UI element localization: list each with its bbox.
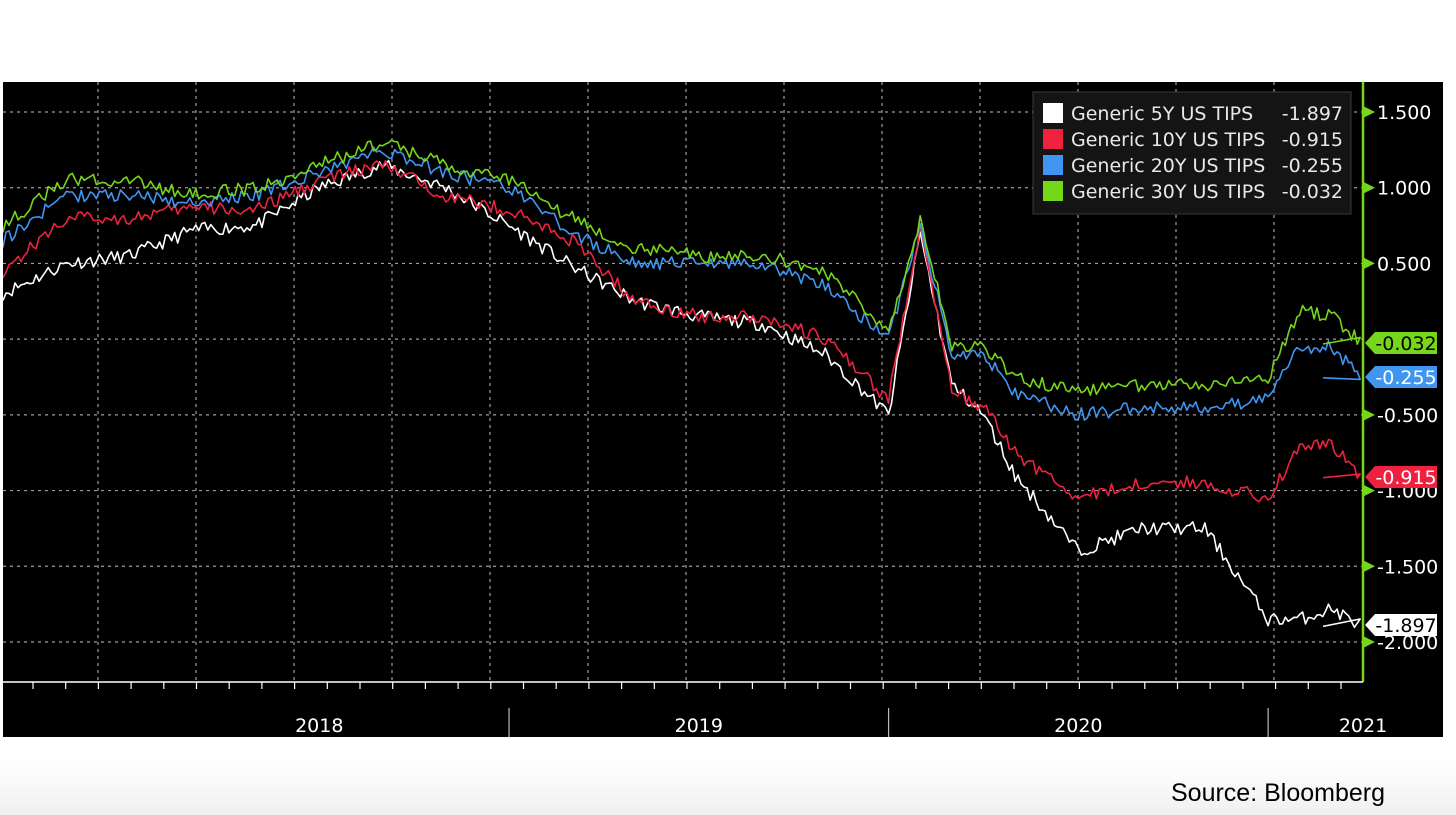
legend-label-2: Generic 10Y US TIPS — [1071, 129, 1265, 151]
y-tick-marker — [1363, 257, 1375, 270]
last-value-badges: -1.897 -0.915 -0.255 -0.032 — [1365, 332, 1437, 637]
y-tick-marker — [1363, 636, 1375, 648]
legend-value-1: -1.897 — [1282, 103, 1343, 125]
y-tick-label: 1.500 — [1377, 102, 1431, 124]
legend-label-4: Generic 30Y US TIPS — [1071, 181, 1265, 203]
chart-panel: 1.500 1.000 0.500 -0.500 -1.000 -1.500 -2.000 … — [3, 82, 1443, 737]
x-tick-label: 2020 — [1054, 715, 1102, 737]
series-line-1 — [3, 159, 1361, 629]
legend-value-2: -0.915 — [1282, 129, 1343, 151]
legend-value-3: -0.255 — [1282, 155, 1343, 177]
y-tick-marker — [1363, 484, 1375, 497]
last-value-label-1: -1.897 — [1375, 615, 1436, 637]
x-axis: 2018 2019 2020 2021 — [3, 681, 1387, 737]
legend-swatch-1 — [1043, 103, 1063, 123]
y-tick-label: -0.500 — [1377, 405, 1438, 427]
x-tick-label: 2021 — [1339, 715, 1387, 737]
last-value-label-3: -0.255 — [1375, 367, 1436, 389]
last-value-badge-1 — [1365, 614, 1437, 636]
source-note: Source: Bloomberg — [1171, 779, 1386, 807]
legend-label-1: Generic 5Y US TIPS — [1071, 103, 1253, 125]
legend-label-3: Generic 20Y US TIPS — [1071, 155, 1265, 177]
last-value-badge-2 — [1365, 466, 1437, 488]
y-tick-marker — [1363, 106, 1375, 118]
y-tick-label: 0.500 — [1377, 253, 1431, 275]
legend-swatch-2 — [1043, 129, 1063, 149]
legend: Generic 5Y US TIPS -1.897 Generic 10Y US T… — [1032, 91, 1352, 215]
legend-swatch-3 — [1043, 155, 1063, 175]
legend-value-4: -0.032 — [1282, 181, 1343, 203]
series-line-4 — [3, 139, 1361, 396]
legend-swatch-4 — [1043, 181, 1063, 201]
y-tick-label: -2.000 — [1377, 632, 1438, 654]
y-tick-marker — [1363, 181, 1375, 194]
page-footer-background — [0, 760, 1456, 815]
x-tick-label: 2019 — [675, 715, 723, 737]
y-tick-label: 1.000 — [1377, 178, 1431, 200]
y-tick-marker — [1363, 560, 1375, 573]
legend-box — [1032, 91, 1352, 215]
last-value-badge-4 — [1365, 332, 1437, 354]
tips-yield-chart: 1.5001.0000.500-0.500-1.000-1.500-2.000 … — [3, 82, 1438, 737]
last-value-label-4: -0.032 — [1375, 333, 1436, 355]
y-tick-label: -1.500 — [1377, 556, 1438, 578]
series-lines — [3, 139, 1361, 629]
x-tick-label: 2018 — [295, 715, 343, 737]
series-line-2 — [3, 160, 1361, 503]
y-tick-marker — [1363, 408, 1375, 421]
last-value-label-2: -0.915 — [1375, 467, 1436, 489]
last-value-badge-3 — [1365, 366, 1437, 388]
